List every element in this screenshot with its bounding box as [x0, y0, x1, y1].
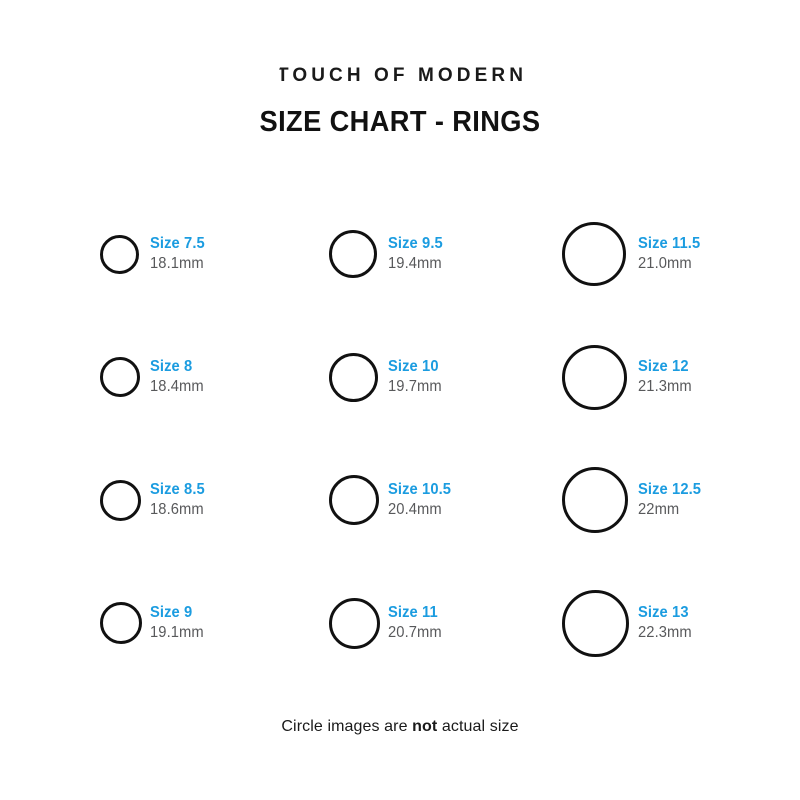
ring-circle-icon [100, 479, 141, 521]
ring-diameter-mm: 21.3mm [638, 378, 692, 395]
ring-diameter-mm: 18.4mm [150, 378, 204, 395]
ring-size-name: Size 11 [388, 603, 438, 621]
ring-size-labels: Size 9.5 19.4mm [388, 219, 446, 289]
ring-diameter-mm: 21.0mm [638, 255, 692, 272]
ring-size-cell: Size 11 20.7mm [0, 588, 800, 658]
touch-of-modern-logo: TOUCH OF MODERN [273, 66, 527, 85]
ring-size-cell: Size 10 19.7mm [0, 342, 800, 412]
ring-diameter-mm: 18.1mm [150, 255, 204, 272]
ring-circle-icon [562, 222, 626, 286]
ring-circle-icon [329, 475, 379, 525]
footnote-after: actual size [437, 718, 519, 735]
page-title: SIZE CHART - RINGS [259, 106, 541, 138]
ring-size-labels: Size 11.5 21.0mm [638, 219, 704, 289]
ring-size-labels: Size 12 21.3mm [638, 342, 695, 412]
ring-size-cell: Size 8.5 18.6mm [0, 465, 800, 535]
ring-circle-icon [562, 344, 627, 410]
ring-size-name: Size 12.5 [638, 480, 702, 498]
ring-size-labels: Size 10 19.7mm [388, 342, 445, 412]
ring-size-labels: Size 8 18.4mm [150, 342, 207, 412]
ring-diameter-mm: 19.4mm [388, 255, 442, 272]
ring-circle-icon [329, 352, 378, 402]
ring-size-name: Size 8 [150, 357, 193, 375]
ring-size-cell: Size 10.5 20.4mm [0, 465, 800, 535]
ring-circle-icon [329, 597, 380, 649]
ring-size-cell: Size 11.5 21.0mm [0, 219, 800, 289]
ring-diameter-mm: 20.4mm [388, 501, 442, 518]
ring-circle-icon [329, 230, 377, 278]
ring-size-cell: Size 9.5 19.4mm [0, 219, 800, 289]
ring-size-labels: Size 9 19.1mm [150, 588, 207, 658]
ring-size-labels: Size 10.5 20.4mm [388, 465, 454, 535]
ring-size-cell: Size 13 22.3mm [0, 588, 800, 658]
ring-circle-icon [100, 357, 140, 397]
ring-size-name: Size 13 [638, 603, 689, 621]
ring-circle-icon [562, 589, 629, 657]
ring-diameter-mm: 19.7mm [388, 378, 442, 395]
ring-size-name: Size 9 [150, 603, 193, 621]
ring-diameter-mm: 20.7mm [388, 624, 442, 641]
ring-circle-icon [100, 602, 142, 644]
footnote-emphasis: not [412, 718, 438, 735]
ring-diameter-mm: 19.1mm [150, 624, 204, 641]
ring-size-cell: Size 8 18.4mm [0, 342, 800, 412]
ring-size-labels: Size 12.5 22mm [638, 465, 704, 535]
ring-size-name: Size 10 [388, 357, 439, 375]
ring-size-cell: Size 7.5 18.1mm [0, 219, 800, 289]
ring-circle-icon [562, 467, 628, 533]
ring-circle-icon [100, 234, 139, 274]
page-header: TOUCH OF MODERN SIZE CHART - RINGS [0, 0, 800, 137]
ring-diameter-mm: 22.3mm [638, 624, 692, 641]
ring-size-name: Size 8.5 [150, 480, 205, 498]
ring-size-labels: Size 13 22.3mm [638, 588, 695, 658]
footnote-before: Circle images are [281, 718, 413, 735]
ring-size-name: Size 9.5 [388, 234, 443, 252]
ring-size-name: Size 10.5 [388, 480, 452, 498]
ring-size-cell: Size 12 21.3mm [0, 342, 800, 412]
footnote: Circle images are not actual size [0, 718, 800, 736]
ring-size-grid: Size 7.5 18.1mm Size 8 18.4mm Size 8.5 18.6mm… [0, 205, 800, 685]
ring-diameter-mm: 22mm [638, 501, 680, 518]
ring-size-name: Size 11.5 [638, 234, 701, 252]
ring-size-name: Size 7.5 [150, 234, 205, 252]
ring-size-labels: Size 11 20.7mm [388, 588, 445, 658]
ring-size-name: Size 12 [638, 357, 689, 375]
ring-diameter-mm: 18.6mm [150, 501, 204, 518]
ring-size-cell: Size 9 19.1mm [0, 588, 800, 658]
ring-size-labels: Size 7.5 18.1mm [150, 219, 208, 289]
ring-size-cell: Size 12.5 22mm [0, 465, 800, 535]
ring-size-labels: Size 8.5 18.6mm [150, 465, 208, 535]
